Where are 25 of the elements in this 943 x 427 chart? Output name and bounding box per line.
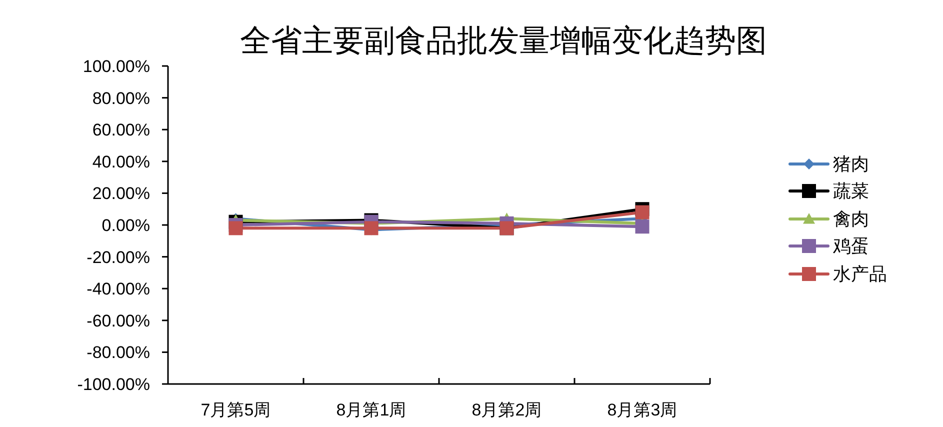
y-tick-label: 100.00% bbox=[82, 57, 150, 76]
legend-label: 水产品 bbox=[833, 262, 887, 286]
legend-label: 蔬菜 bbox=[833, 180, 869, 204]
y-tick-label: 60.00% bbox=[92, 120, 150, 140]
y-tick-label: -100.00% bbox=[77, 375, 150, 394]
y-tick-label: -80.00% bbox=[86, 343, 150, 362]
y-tick-label: -40.00% bbox=[86, 280, 150, 299]
y-tick-label: 20.00% bbox=[92, 184, 150, 204]
legend-label: 禽肉 bbox=[833, 208, 869, 231]
y-tick-label: 80.00% bbox=[92, 88, 150, 108]
point bbox=[635, 220, 650, 234]
y-tick-label: -20.00% bbox=[86, 248, 150, 267]
point bbox=[364, 221, 378, 236]
legend-label: 猪肉 bbox=[833, 152, 869, 176]
legend-label: 鸡蛋 bbox=[833, 235, 869, 258]
chart-title: 全省主要副食品批发量增幅变化趋势图 bbox=[240, 23, 767, 59]
y-tick-label: -60.00% bbox=[86, 311, 150, 330]
point bbox=[228, 221, 243, 236]
x-tick-label: 8月第1周 bbox=[336, 400, 406, 420]
x-tick-label: 8月第2周 bbox=[472, 400, 542, 420]
y-tick-label: 0.00% bbox=[102, 216, 150, 236]
x-tick-label: 8月第3周 bbox=[607, 400, 678, 420]
x-tick-label: 7月第5周 bbox=[200, 400, 271, 420]
y-tick-label: 40.00% bbox=[92, 152, 150, 172]
point bbox=[635, 205, 650, 220]
